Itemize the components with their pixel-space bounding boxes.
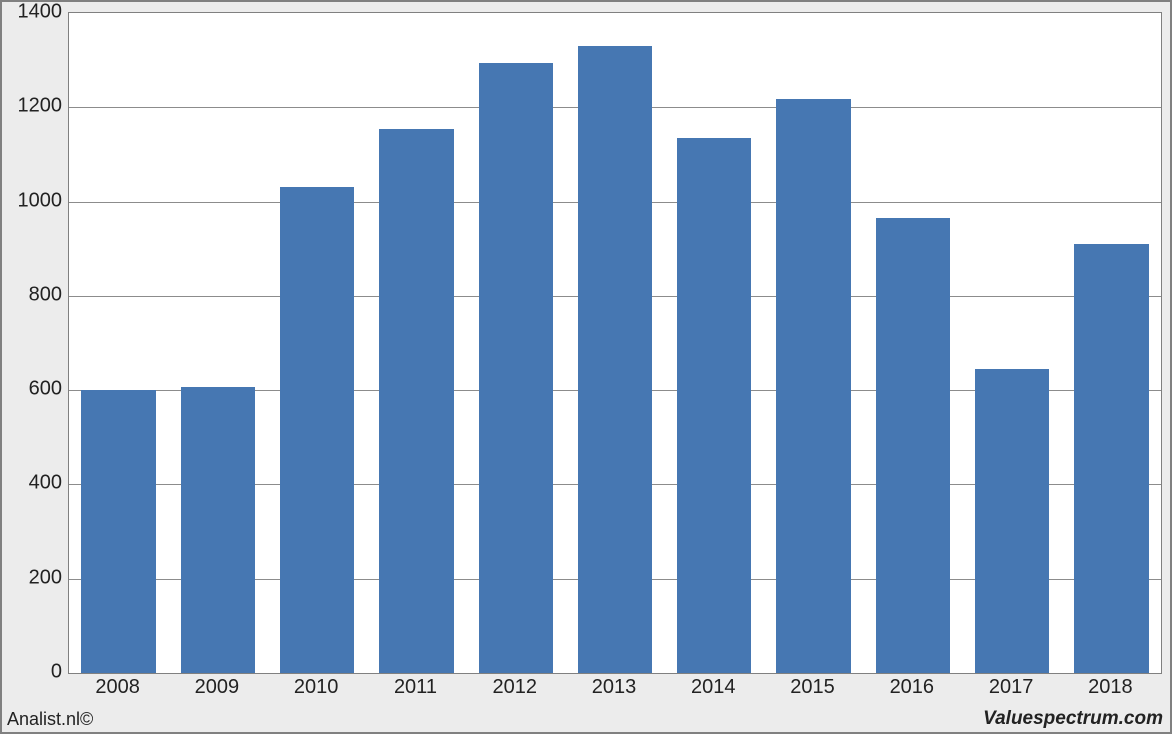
y-tick-label: 400	[12, 472, 62, 495]
bar	[181, 387, 255, 673]
y-tick-label: 1000	[12, 189, 62, 212]
plot-area	[68, 12, 1162, 674]
x-tick-label: 2008	[78, 676, 158, 699]
x-tick-label: 2011	[375, 676, 455, 699]
x-tick-label: 2013	[574, 676, 654, 699]
y-tick-label: 1200	[12, 95, 62, 118]
footer-left-credit: Analist.nl©	[7, 709, 93, 730]
x-tick-label: 2018	[1070, 676, 1150, 699]
bar	[975, 369, 1049, 673]
x-tick-label: 2017	[971, 676, 1051, 699]
x-tick-label: 2014	[673, 676, 753, 699]
y-tick-label: 200	[12, 566, 62, 589]
y-tick-label: 800	[12, 283, 62, 306]
bar	[81, 390, 155, 673]
bar	[280, 187, 354, 673]
bar	[479, 63, 553, 674]
y-tick-label: 600	[12, 378, 62, 401]
footer-right-credit: Valuespectrum.com	[983, 708, 1163, 730]
bar	[776, 99, 850, 673]
x-tick-label: 2015	[773, 676, 853, 699]
y-tick-label: 0	[12, 661, 62, 684]
bar	[876, 218, 950, 673]
x-tick-label: 2010	[276, 676, 356, 699]
x-tick-label: 2012	[475, 676, 555, 699]
bar	[677, 138, 751, 673]
bar	[1074, 244, 1148, 673]
bar	[578, 46, 652, 673]
x-tick-label: 2009	[177, 676, 257, 699]
chart-frame: 0 200 400 600 800 1000 1200 1400 2008 2009 2010 20…	[0, 0, 1172, 734]
x-tick-label: 2016	[872, 676, 952, 699]
y-tick-label: 1400	[12, 1, 62, 24]
bar	[379, 129, 453, 674]
